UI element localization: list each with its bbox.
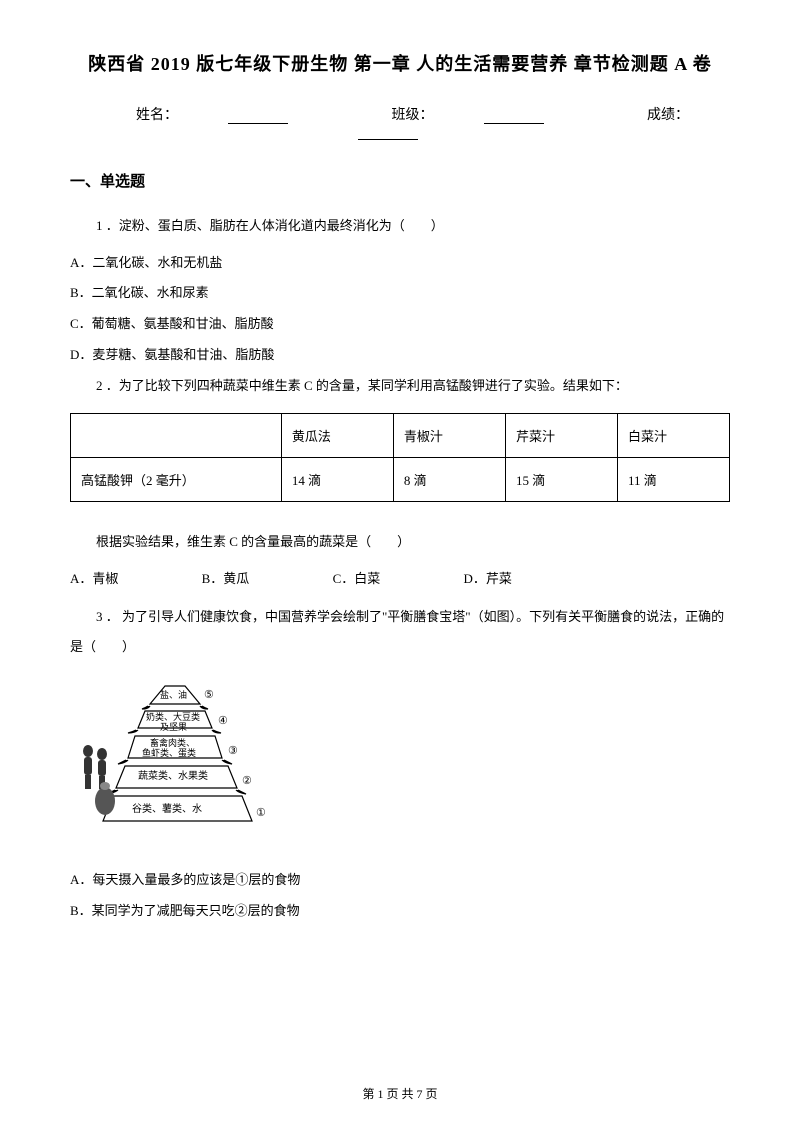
name-field: 姓名： xyxy=(111,108,313,123)
table-cell: 14 滴 xyxy=(281,458,393,502)
table-cell: 青椒汁 xyxy=(393,414,505,458)
svg-text:鱼虾类、蛋类: 鱼虾类、蛋类 xyxy=(142,747,196,758)
class-underline xyxy=(484,110,544,124)
section-heading: 一、单选题 xyxy=(70,170,730,191)
q1-text: 1 ．淀粉、蛋白质、脂肪在人体消化道内最终消化为（ ） xyxy=(70,211,730,241)
svg-text:⑤: ⑤ xyxy=(204,689,214,701)
class-field: 班级： xyxy=(367,108,569,123)
svg-text:蔬菜类、水果类: 蔬菜类、水果类 xyxy=(138,769,208,782)
svg-text:奶类、大豆类: 奶类、大豆类 xyxy=(146,711,200,722)
table-cell: 11 滴 xyxy=(617,458,729,502)
svg-text:谷类、薯类、水: 谷类、薯类、水 xyxy=(132,802,202,815)
q2-option-b: B．黄瓜 xyxy=(202,565,250,594)
svg-text:②: ② xyxy=(242,775,252,787)
header-fields: 姓名： 班级： 成绩： xyxy=(70,104,730,140)
svg-text:①: ① xyxy=(256,807,266,819)
score-label: 成绩： xyxy=(647,108,689,123)
pyramid-svg: 盐、油 奶类、大豆类 及坚果 畜禽肉类、 鱼虾类、蛋类 蔬菜类、水果类 谷类、薯… xyxy=(70,676,290,846)
name-label: 姓名： xyxy=(136,108,178,123)
table-cell: 芹菜汁 xyxy=(505,414,617,458)
svg-text:及坚果: 及坚果 xyxy=(160,722,187,732)
q2-text: 2 ．为了比较下列四种蔬菜中维生素 C 的含量，某同学利用高锰酸钾进行了实验。结… xyxy=(70,371,730,401)
q1-option-c: C．葡萄糖、氨基酸和甘油、脂肪酸 xyxy=(70,310,730,339)
svg-text:④: ④ xyxy=(218,715,228,727)
q1-option-b: B．二氧化碳、水和尿素 xyxy=(70,279,730,308)
page-footer: 第 1 页 共 7 页 xyxy=(0,1085,800,1102)
q2-options: A．青椒 B．黄瓜 C．白菜 D．芹菜 xyxy=(70,565,730,594)
q1-option-d: D．麦芽糖、氨基酸和甘油、脂肪酸 xyxy=(70,341,730,370)
table-cell xyxy=(71,414,282,458)
food-pyramid: 盐、油 奶类、大豆类 及坚果 畜禽肉类、 鱼虾类、蛋类 蔬菜类、水果类 谷类、薯… xyxy=(70,676,290,846)
table-cell: 白菜汁 xyxy=(617,414,729,458)
q3-option-b: B．某同学为了减肥每天只吃②层的食物 xyxy=(70,897,730,926)
table-header-row: 黄瓜法 青椒汁 芹菜汁 白菜汁 xyxy=(71,414,730,458)
table-cell: 黄瓜法 xyxy=(281,414,393,458)
q3-option-a: A．每天摄入量最多的应该是①层的食物 xyxy=(70,866,730,895)
svg-text:③: ③ xyxy=(228,745,238,757)
table-cell: 高锰酸钾（2 毫升） xyxy=(71,458,282,502)
q2-option-a: A．青椒 xyxy=(70,565,118,594)
class-label: 班级： xyxy=(392,108,434,123)
page-title: 陕西省 2019 版七年级下册生物 第一章 人的生活需要营养 章节检测题 A 卷 xyxy=(70,50,730,76)
q3-text: 3 ． 为了引导人们健康饮食，中国营养学会绘制了"平衡膳食宝塔"（如图）。下列有… xyxy=(70,602,730,662)
table-cell: 8 滴 xyxy=(393,458,505,502)
q2-option-d: D．芹菜 xyxy=(463,565,511,594)
name-underline xyxy=(228,110,288,124)
q2-table: 黄瓜法 青椒汁 芹菜汁 白菜汁 高锰酸钾（2 毫升） 14 滴 8 滴 15 滴… xyxy=(70,413,730,502)
svg-text:盐、油: 盐、油 xyxy=(160,689,187,700)
q2-followup: 根据实验结果，维生素 C 的含量最高的蔬菜是（ ） xyxy=(70,527,730,557)
q2-option-c: C．白菜 xyxy=(333,565,381,594)
svg-text:畜禽肉类、: 畜禽肉类、 xyxy=(150,737,195,748)
q1-option-a: A．二氧化碳、水和无机盐 xyxy=(70,249,730,278)
table-cell: 15 滴 xyxy=(505,458,617,502)
table-row: 高锰酸钾（2 毫升） 14 滴 8 滴 15 滴 11 滴 xyxy=(71,458,730,502)
score-underline xyxy=(358,126,418,140)
